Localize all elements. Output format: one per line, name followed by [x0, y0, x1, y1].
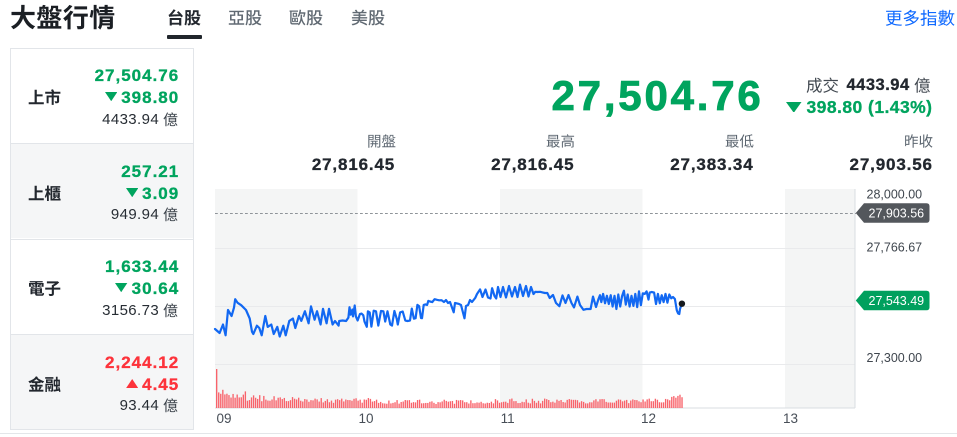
- svg-text:12: 12: [641, 411, 656, 426]
- svg-text:27,903.56: 27,903.56: [869, 206, 925, 220]
- svg-text:27,766.67: 27,766.67: [867, 240, 923, 254]
- svg-text:28,000.00: 28,000.00: [867, 187, 923, 201]
- svg-text:09: 09: [216, 411, 231, 426]
- svg-text:27,300.00: 27,300.00: [867, 351, 923, 365]
- svg-text:10: 10: [358, 411, 373, 426]
- svg-text:27,543.49: 27,543.49: [869, 294, 925, 308]
- svg-text:11: 11: [501, 411, 515, 426]
- svg-text:13: 13: [783, 411, 798, 426]
